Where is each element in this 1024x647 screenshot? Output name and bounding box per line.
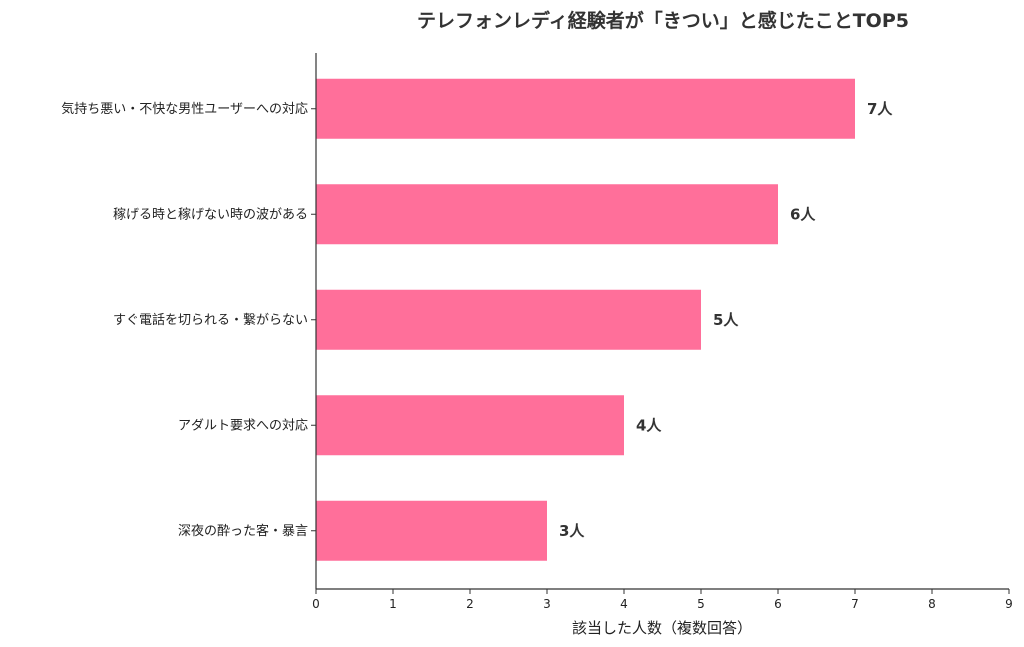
data-label-2: 6人 [790,205,816,223]
x-axis-title: 該当した人数（複数回答） [572,619,752,637]
category-label-5: 深夜の酔った客・暴言 [178,523,308,539]
x-tick-label-4: 4 [620,597,628,611]
x-tick-label-6: 6 [774,597,782,611]
bar-2 [316,184,778,245]
axes-group: 気持ち悪い・不快な男性ユーザーへの対応稼げる時と稼げない時の波があるすぐ電話を切… [61,53,1013,611]
bar-1 [316,78,855,139]
data-label-1: 7人 [867,100,893,118]
x-tick-label-9: 9 [1005,597,1013,611]
bar-4 [316,395,624,456]
x-tick-label-5: 5 [697,597,705,611]
x-tick-label-1: 1 [389,597,397,611]
category-label-2: 稼げる時と稼げない時の波がある [113,207,308,222]
category-label-1: 気持ち悪い・不快な男性ユーザーへの対応 [61,101,308,117]
x-tick-label-8: 8 [928,597,936,611]
data-label-3: 5人 [713,311,739,329]
data-label-5: 3人 [559,522,585,540]
x-tick-label-0: 0 [312,597,320,611]
x-tick-label-3: 3 [543,597,551,611]
category-label-4: アダルト要求への対応 [178,418,308,433]
x-tick-label-2: 2 [466,597,474,611]
x-tick-label-7: 7 [851,597,859,611]
bar-3 [316,289,701,350]
chart-title: テレフォンレディ経験者が「きつい」と感じたことTOP5 [417,9,909,32]
bar-5 [316,500,547,561]
category-label-3: すぐ電話を切られる・繋がらない [113,312,308,328]
data-label-4: 4人 [636,416,662,434]
bars-group: 7人 6人 5人 4人 3人 [316,78,893,561]
